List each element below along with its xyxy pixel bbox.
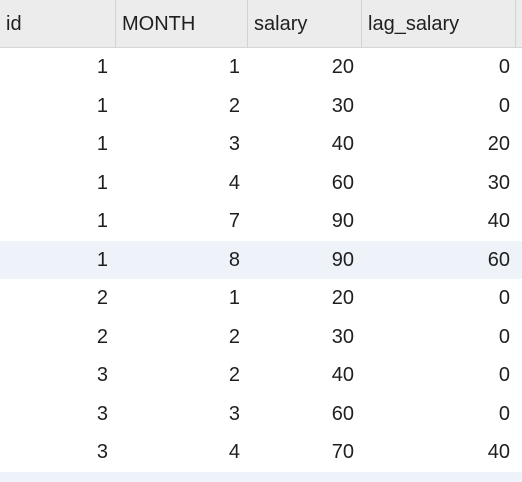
cell-lag-salary[interactable]: 40: [487, 210, 510, 232]
column-header-spacer: [516, 0, 522, 48]
table-row[interactable]: 1 4 60 30: [0, 164, 522, 203]
cell-salary[interactable]: 90: [331, 210, 354, 232]
cell-lag-salary[interactable]: 0: [498, 287, 510, 309]
cell-lag-salary[interactable]: 0: [498, 56, 510, 78]
cell-spacer: [516, 125, 522, 164]
table-row-selected[interactable]: 1 8 90 60: [0, 240, 522, 280]
cell-lag-salary[interactable]: 20: [487, 133, 510, 155]
cell-spacer: [516, 356, 522, 395]
cell-salary[interactable]: 60: [331, 402, 354, 425]
cell-lag-salary[interactable]: 60: [487, 248, 510, 271]
cell-id[interactable]: 1: [96, 248, 108, 271]
cell-lag-salary[interactable]: 40: [487, 441, 510, 463]
cell-lag-salary[interactable]: 0: [498, 402, 510, 425]
cell-spacer: [516, 433, 522, 472]
cell-lag-salary[interactable]: 30: [487, 171, 510, 194]
cell-id[interactable]: 3: [96, 402, 108, 425]
grid-header: id MONTH salary lag_salary: [0, 0, 522, 48]
table-row[interactable]: 2 2 30 0: [0, 318, 522, 357]
table-row[interactable]: 3 2 40 0: [0, 356, 522, 395]
cell-id[interactable]: 2: [96, 325, 108, 348]
cell-month[interactable]: 1: [228, 287, 240, 309]
cell-salary[interactable]: 60: [331, 171, 354, 194]
table-row[interactable]: 2 1 20 0: [0, 279, 522, 318]
cell-id[interactable]: 1: [96, 171, 108, 194]
table-row[interactable]: 1 2 30 0: [0, 87, 522, 126]
cell-lag-salary[interactable]: 0: [498, 325, 510, 348]
cell-lag-salary[interactable]: 0: [498, 364, 510, 386]
cell-salary[interactable]: 30: [331, 325, 354, 348]
cell-salary[interactable]: 30: [331, 94, 354, 117]
cell-id[interactable]: 1: [96, 56, 108, 78]
cell-id[interactable]: 1: [96, 133, 108, 155]
cell-salary[interactable]: 70: [331, 441, 354, 463]
cell-month[interactable]: 4: [228, 441, 240, 463]
table-row[interactable]: 3 4 70 40: [0, 433, 522, 472]
column-header-month[interactable]: MONTH: [116, 0, 248, 48]
cell-salary[interactable]: 90: [331, 248, 354, 271]
cell-spacer: [516, 241, 522, 280]
cell-spacer: [516, 202, 522, 241]
cell-spacer: [516, 318, 522, 357]
cell-id[interactable]: 1: [96, 210, 108, 232]
cell-spacer: [516, 164, 522, 203]
cell-id[interactable]: 2: [96, 287, 108, 309]
table-row[interactable]: 3 3 60 0: [0, 395, 522, 434]
cell-spacer: [516, 395, 522, 434]
cell-month[interactable]: 2: [228, 364, 240, 386]
table-row[interactable]: 1 7 90 40: [0, 202, 522, 241]
cell-month[interactable]: 2: [228, 325, 240, 348]
cell-month[interactable]: 4: [228, 171, 240, 194]
cell-id[interactable]: 1: [96, 94, 108, 117]
cell-spacer: [516, 279, 522, 318]
cell-month[interactable]: 1: [228, 56, 240, 78]
cell-id[interactable]: 3: [96, 364, 108, 386]
cell-spacer: [516, 48, 522, 87]
column-header-id[interactable]: id: [0, 0, 116, 48]
cell-spacer: [516, 87, 522, 126]
cell-lag-salary[interactable]: 0: [498, 94, 510, 117]
column-header-salary[interactable]: salary: [248, 0, 362, 48]
cell-salary[interactable]: 20: [331, 287, 354, 309]
cell-month[interactable]: 3: [228, 402, 240, 425]
cell-id[interactable]: 3: [96, 441, 108, 463]
table-row[interactable]: 1 1 20 0: [0, 48, 522, 87]
grid-body: 1 1 20 0 1 2 30 0 1 3 40 20 1 4 60 30: [0, 48, 522, 472]
cell-month[interactable]: 2: [228, 94, 240, 117]
empty-row-area: [0, 471, 522, 482]
cell-salary[interactable]: 40: [331, 364, 354, 386]
table-row[interactable]: 1 3 40 20: [0, 125, 522, 164]
cell-salary[interactable]: 20: [331, 56, 354, 78]
cell-month[interactable]: 7: [228, 210, 240, 232]
cell-month[interactable]: 3: [228, 133, 240, 155]
cell-month[interactable]: 8: [228, 248, 240, 271]
cell-salary[interactable]: 40: [331, 133, 354, 155]
column-header-lag-salary[interactable]: lag_salary: [362, 0, 516, 48]
